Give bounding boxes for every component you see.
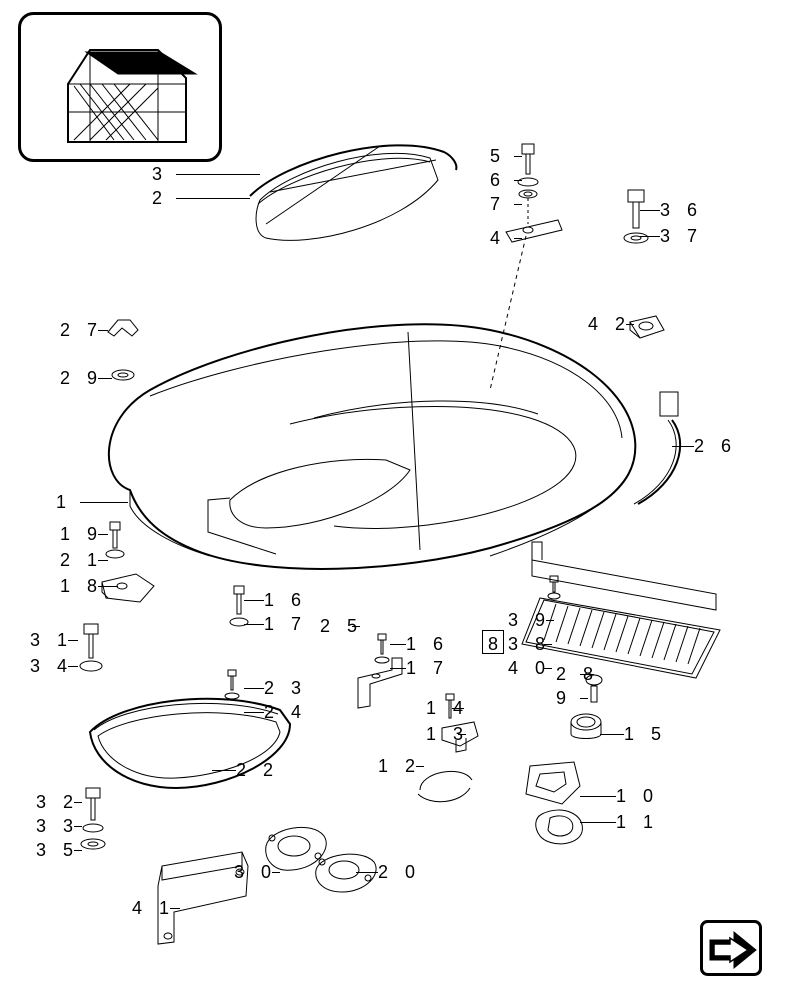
callout-34: 3 4: [30, 656, 73, 677]
leader-3: [176, 174, 260, 175]
leader-34: [68, 666, 78, 667]
leader-13: [458, 734, 466, 735]
part-grille: [520, 540, 740, 710]
callout-24: 2 4: [264, 702, 307, 723]
callout-29: 2 9: [60, 368, 103, 389]
leader-32: [74, 802, 82, 803]
callout-9: 9: [556, 688, 572, 709]
leader-16b: [390, 644, 406, 645]
leader-7: [514, 204, 522, 205]
leader-18: [98, 586, 118, 587]
leader-26: [672, 446, 694, 447]
leader-35: [74, 850, 82, 851]
reference-thumbnail: [18, 12, 222, 162]
part-bolt-36-37: [616, 188, 656, 254]
leader-33: [74, 826, 82, 827]
callout-8: 8: [488, 634, 504, 655]
callout-37: 3 7: [660, 226, 703, 247]
part-hinge-and-bolt: [500, 140, 580, 250]
callout-19: 1 9: [60, 524, 103, 545]
leader-21: [98, 560, 108, 561]
leader-29: [98, 378, 112, 379]
callout-33: 3 3: [36, 816, 79, 837]
leader-40: [544, 668, 552, 669]
callout-21: 2 1: [60, 550, 103, 571]
callout-31: 3 1: [30, 630, 73, 651]
leader-24: [244, 712, 264, 713]
callout-15: 1 5: [624, 724, 667, 745]
exploded-view-canvas: 1234567891 01 11 21 31 41 51 61 71 61 71…: [0, 0, 788, 1000]
callout-7: 7: [490, 194, 506, 215]
callout-3: 3: [152, 164, 168, 185]
leader-25: [352, 626, 360, 627]
callout-1: 1: [56, 492, 72, 513]
callout-30: 3 0: [234, 862, 277, 883]
leader-1: [80, 502, 128, 503]
assembly-line-roof-hinge: [470, 230, 550, 400]
leader-15: [600, 734, 624, 735]
leader-5: [514, 156, 522, 157]
part-bolt-16-17-left: [220, 584, 260, 634]
leader-38: [544, 644, 552, 645]
leader-42: [626, 324, 634, 325]
callout-11: 1 1: [616, 812, 659, 833]
part-plug-15: [568, 712, 604, 746]
leader-27: [98, 330, 108, 331]
callout-17b: 1 7: [406, 658, 449, 679]
leader-14: [452, 708, 464, 709]
leader-6: [514, 180, 522, 181]
part-plug-42: [626, 312, 668, 346]
leader-16a: [244, 600, 264, 601]
callout-42: 4 2: [588, 314, 631, 335]
leader-10: [580, 796, 616, 797]
leader-30: [272, 872, 280, 873]
callout-6: 6: [490, 170, 506, 191]
part-clip-27: [104, 314, 144, 340]
part-hatch-glass: [230, 130, 460, 260]
leader-9: [580, 698, 588, 699]
callout-26: 2 6: [694, 436, 737, 457]
leader-37: [640, 236, 660, 237]
callout-17a: 1 7: [264, 614, 307, 635]
callout-22: 2 2: [236, 760, 279, 781]
leader-39: [546, 620, 554, 621]
callout-2: 2: [152, 188, 168, 209]
nav-arrow-icon[interactable]: [700, 920, 762, 976]
leader-41: [170, 908, 180, 909]
callout-35: 3 5: [36, 840, 79, 861]
leader-20: [356, 872, 378, 873]
leader-31: [68, 640, 78, 641]
leader-11: [580, 822, 616, 823]
callout-5: 5: [490, 146, 506, 167]
callout-39: 3 9: [508, 610, 551, 631]
callout-23: 2 3: [264, 678, 307, 699]
callout-16b: 1 6: [406, 634, 449, 655]
callout-36: 3 6: [660, 200, 703, 221]
leader-12: [416, 766, 424, 767]
part-gasket-10-11: [520, 760, 610, 850]
leader-22: [212, 770, 236, 771]
leader-36: [640, 210, 660, 211]
callout-32: 3 2: [36, 792, 79, 813]
leader-19: [98, 534, 108, 535]
callout-20: 2 0: [378, 862, 421, 883]
leader-28: [580, 674, 594, 675]
callout-27: 2 7: [60, 320, 103, 341]
callout-4: 4: [490, 228, 506, 249]
callout-18: 1 8: [60, 576, 103, 597]
leader-4: [514, 238, 522, 239]
leader-17b: [390, 668, 406, 669]
leader-17a: [244, 624, 264, 625]
callout-10: 1 0: [616, 786, 659, 807]
part-washer-29: [110, 368, 136, 382]
leader-2: [176, 198, 250, 199]
callout-16a: 1 6: [264, 590, 307, 611]
leader-23: [244, 688, 264, 689]
callout-41: 4 1: [132, 898, 175, 919]
callout-12: 1 2: [378, 756, 421, 777]
